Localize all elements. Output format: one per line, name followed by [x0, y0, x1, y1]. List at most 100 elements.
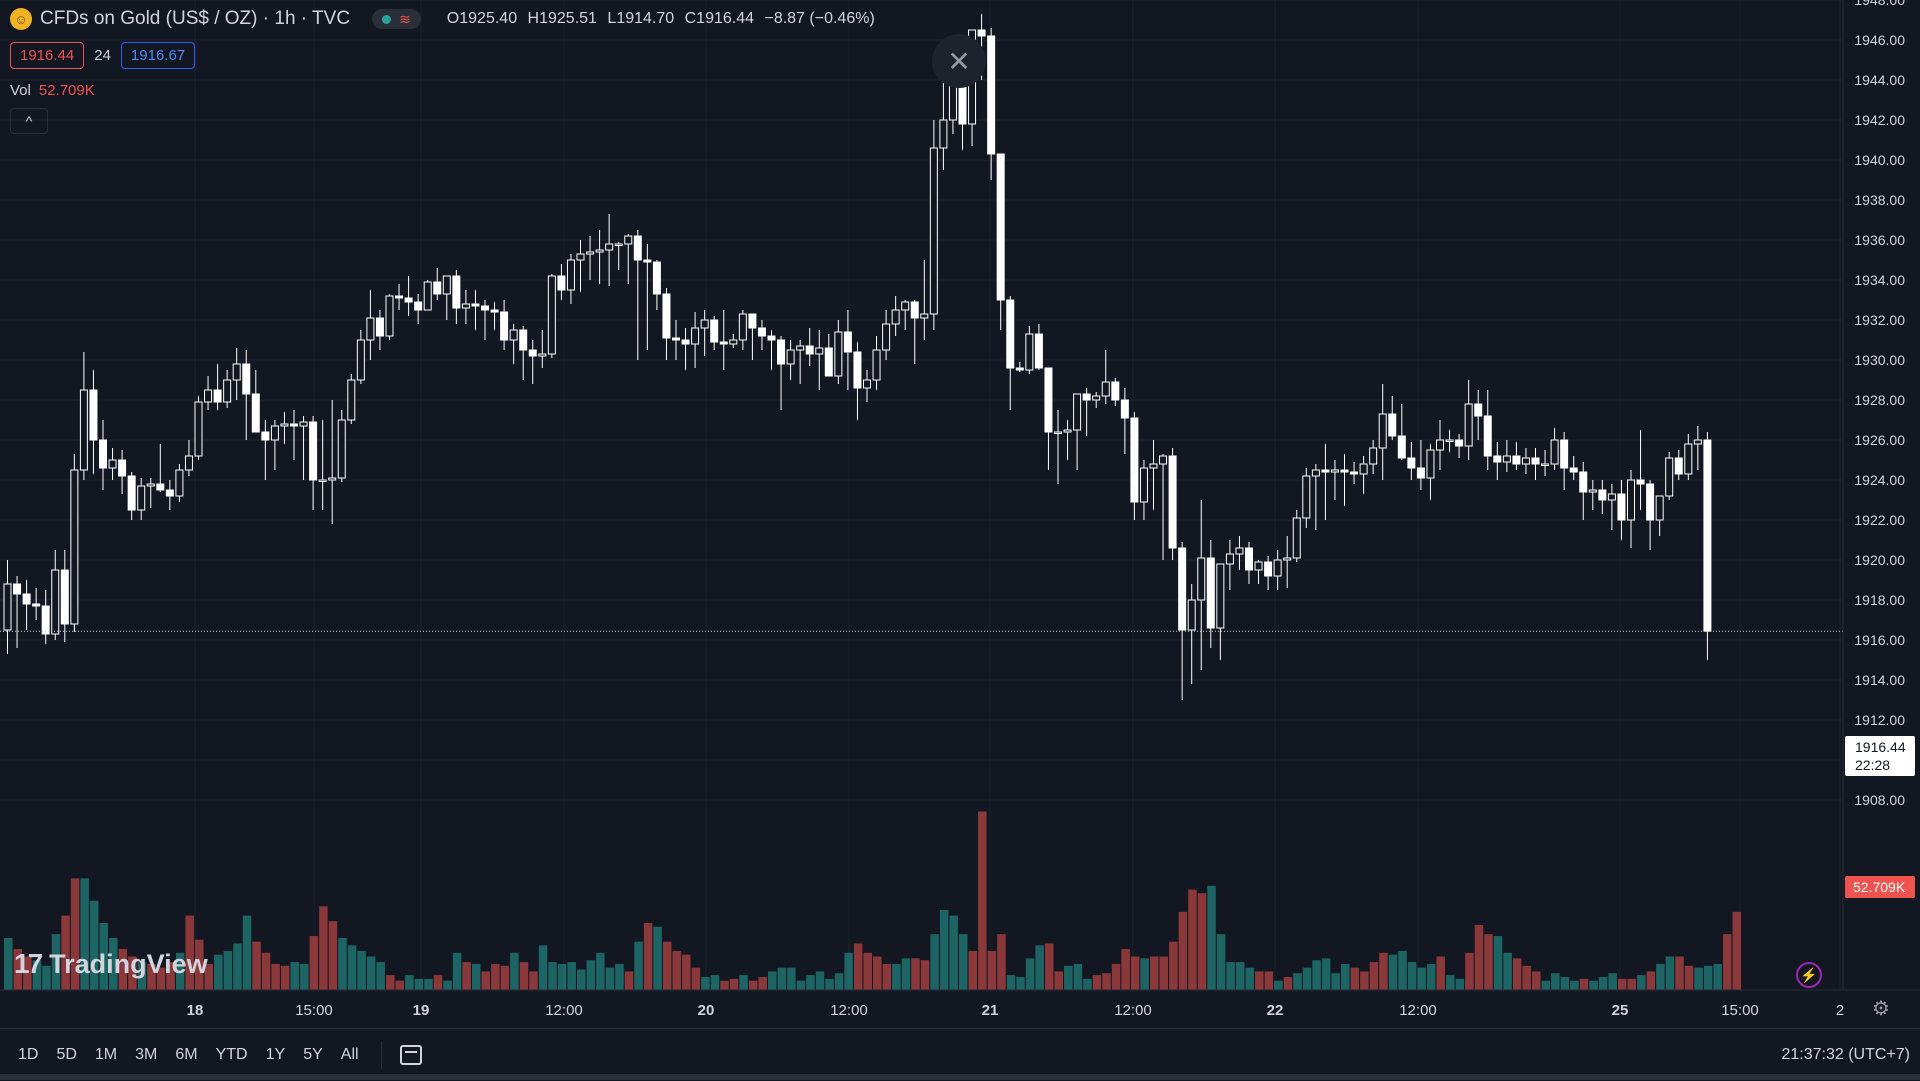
candle-body-down [1340, 469, 1349, 473]
range-ytd-button[interactable]: YTD [215, 1046, 248, 1063]
range-all-button[interactable]: All [340, 1046, 359, 1063]
clock-timezone[interactable]: 21:37:32 (UTC+7) [1781, 1046, 1910, 1063]
candle [442, 275, 451, 320]
candle [605, 214, 614, 286]
candle-body-up [1101, 381, 1110, 397]
x-tick-label: 15:00 [295, 1002, 333, 1019]
range-5d-button[interactable]: 5D [56, 1046, 77, 1063]
volume-bar [796, 980, 806, 990]
y-tick-label: 1940.00 [1854, 152, 1905, 168]
toolbar-divider [380, 1041, 382, 1069]
candle-body-up [184, 455, 193, 471]
candle-body-down [481, 305, 489, 311]
candle [1034, 324, 1043, 370]
range-6m-button[interactable]: 6M [175, 1046, 198, 1063]
candle [1617, 480, 1626, 540]
go-to-date-calendar-icon[interactable] [399, 1045, 422, 1065]
candle [1350, 462, 1359, 484]
candle-body-down [41, 605, 50, 635]
candle-body-up [834, 331, 843, 377]
range-1m-button[interactable]: 1M [94, 1046, 118, 1063]
y-tick-label: 1938.00 [1854, 192, 1905, 208]
volume-bar [1455, 978, 1465, 990]
candle-body-down [261, 431, 270, 441]
x-tick-label: 19 [413, 1002, 430, 1019]
bar-countdown: 22:28 [1855, 757, 1891, 773]
candle-body-up [423, 281, 432, 311]
candle [1436, 420, 1444, 470]
volume-bar [175, 952, 185, 990]
y-tick-label: 1922.00 [1854, 512, 1905, 528]
volume-bar [729, 978, 739, 990]
price-axis[interactable]: 1908.001910.001912.001914.001916.001918.… [1842, 0, 1905, 990]
candle [137, 478, 146, 520]
volume-bar [787, 967, 796, 990]
volume-bar [1723, 934, 1732, 990]
y-tick-label: 1926.00 [1854, 432, 1905, 448]
candle-body-up [137, 485, 146, 511]
candle-body-down [1407, 457, 1416, 469]
range-3m-button[interactable]: 3M [135, 1046, 158, 1063]
volume-bar [1360, 971, 1369, 990]
candle-body-up [920, 313, 929, 319]
range-5y-button[interactable]: 5Y [303, 1046, 323, 1063]
collapse-legend-button[interactable]: ^ [10, 108, 48, 134]
volume-bar [1235, 962, 1245, 990]
watermark-text: TradingView [49, 948, 208, 979]
candle [1159, 454, 1168, 560]
y-tick-label: 1914.00 [1854, 672, 1905, 688]
volume-bar [1732, 911, 1742, 990]
symbol-title[interactable]: CFDs on Gold (US$ / OZ) · 1h · TVC [40, 8, 351, 29]
volume-bar [99, 923, 108, 990]
candle-body-up [461, 303, 470, 309]
candle-body-down [767, 335, 776, 341]
range-1y-button[interactable]: 1Y [265, 1046, 286, 1063]
volume-bar [1216, 934, 1226, 990]
y-tick-label: 1948.00 [1854, 0, 1905, 8]
candle [385, 294, 394, 340]
candle-body-down [1264, 561, 1273, 577]
volume-bar [452, 952, 462, 990]
candle-body-up [872, 349, 881, 381]
candle-body-down [251, 393, 260, 433]
close-button[interactable]: ✕ [932, 34, 986, 88]
candle-body-down [1206, 557, 1215, 629]
candle [1216, 563, 1225, 660]
candle-body-up [385, 295, 394, 337]
volume-bar [1713, 963, 1722, 990]
candle [290, 410, 298, 460]
volume-bar [166, 962, 175, 990]
candle-body-down [1111, 381, 1120, 401]
candle-body-down [1455, 439, 1464, 447]
volume-bar [443, 980, 452, 990]
candle-body-down [1569, 467, 1578, 473]
volume-bar [834, 973, 844, 990]
candle [404, 276, 413, 316]
candle-body-down [1703, 439, 1712, 632]
candle-body-up [204, 389, 213, 403]
volume-bar [1293, 973, 1302, 990]
market-status-pill[interactable]: ≋ [372, 9, 421, 29]
settings-gear-icon[interactable]: ⚙ [1872, 998, 1890, 1020]
volume-bar [634, 941, 643, 990]
buy-price-button[interactable]: 1916.67 [120, 42, 196, 69]
candle-body-up [576, 253, 585, 261]
volume-bar [1598, 976, 1608, 990]
volume-bar [882, 963, 892, 990]
sell-price-button[interactable]: 1916.44 [10, 42, 85, 69]
y-tick-label: 1930.00 [1854, 352, 1905, 368]
time-axis[interactable]: 18 15:00 19 12:00 20 12:00 21 12:00 22 12:00 25 15:… [0, 989, 1920, 1019]
candle-body-down [1646, 483, 1655, 521]
volume-bar [643, 923, 653, 990]
y-tick-label: 1928.00 [1854, 392, 1905, 408]
volume-bar [949, 915, 958, 990]
candle-body-up [337, 419, 346, 479]
volume-bar [1121, 949, 1130, 990]
candle-body-down [824, 347, 833, 377]
range-1d-button[interactable]: 1D [18, 1046, 39, 1063]
volume-bar [1627, 978, 1636, 990]
candle-body-down [414, 301, 423, 311]
volume-bar [1579, 978, 1589, 990]
lightning-icon[interactable]: ⚡ [1796, 962, 1822, 988]
